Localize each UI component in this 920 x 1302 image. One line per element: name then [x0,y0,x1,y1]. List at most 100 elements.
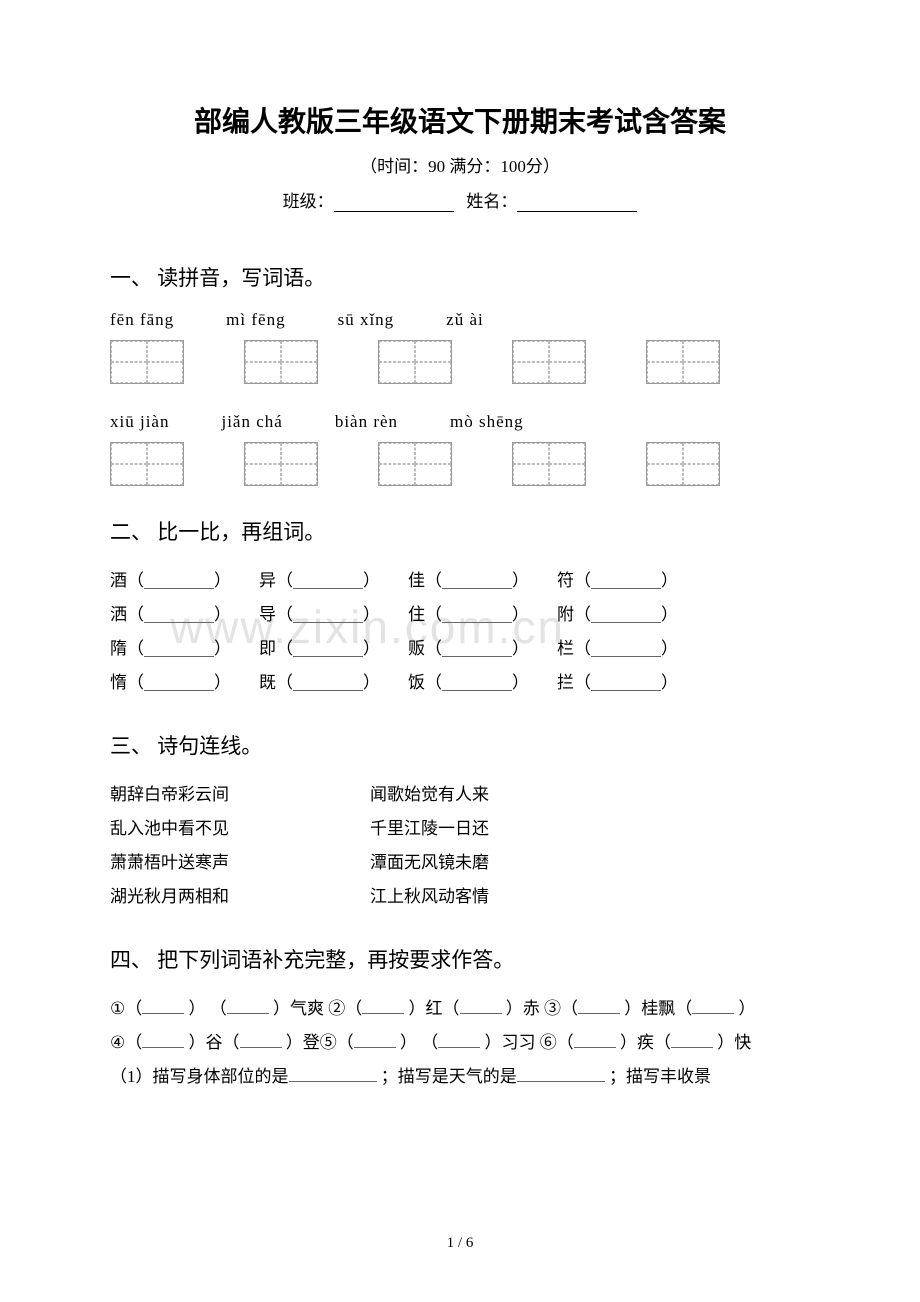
blank [142,998,184,1014]
fill-text: ）气爽 ②（ [273,999,362,1018]
fill-section: ①（ ） （ ）气爽 ②（ ）红（ ）赤 ③（ ）桂飘（ ） ④（ ）谷（ ）登… [110,992,810,1094]
blank [692,998,734,1014]
page-title: 部编人教版三年级语文下册期末考试含答案 [110,100,810,140]
compare-item: 惰（） [110,666,231,700]
compare-char: 拦 [557,666,574,700]
blank [442,675,512,691]
compare-item: 贩（） [408,632,529,666]
blank [591,607,661,623]
compare-char: 惰 [110,666,127,700]
pinyin-cell: mò shēng [450,412,524,432]
blank [354,1032,396,1048]
blank [460,998,502,1014]
blank [293,641,363,657]
char-grid [378,340,452,384]
poem-right: 潭面无风镜未磨 [370,846,489,880]
pinyin-cell: sū xǐng [338,310,395,330]
blank [144,573,214,589]
compare-item: 酒（） [110,564,231,598]
blank [144,641,214,657]
fill-text: ）疾（ [620,1033,671,1052]
blank [144,675,214,691]
class-label: 班级： [283,192,334,211]
fill-text: ①（ [110,999,142,1018]
compare-char: 住 [408,598,425,632]
compare-char: 栏 [557,632,574,666]
fill-text: ）快 [717,1033,751,1052]
poem-match: 朝辞白帝彩云间 闻歌始觉有人来 乱入池中看不见 千里江陵一日还 萧萧梧叶送寒声 … [110,778,810,914]
section-3-heading: 三、 诗句连线。 [110,730,810,760]
fill-text: ；描写丰收景 [609,1067,711,1086]
fill-text: ） （ [189,999,227,1018]
char-boxes-row-2 [110,442,810,486]
compare-char: 既 [259,666,276,700]
name-label: 姓名： [466,192,517,211]
class-blank [334,194,454,212]
fill-text: ④（ [110,1033,142,1052]
compare-char: 即 [259,632,276,666]
fill-line-3: （1）描写身体部位的是 ；描写是天气的是 ；描写丰收景 [110,1060,810,1094]
poem-row: 萧萧梧叶送寒声 潭面无风镜未磨 [110,846,810,880]
fill-line-2: ④（ ）谷（ ）登⑤（ ） （ ）习习 ⑥（ ）疾（ ）快 [110,1026,810,1060]
pinyin-row-1: fēn fāng mì fēng sū xǐng zǔ ài [110,310,810,330]
poem-left: 朝辞白帝彩云间 [110,778,370,812]
compare-item: 符（） [557,564,678,598]
fill-text: ；描写是天气的是 [381,1067,517,1086]
blank [578,998,620,1014]
poem-left: 乱入池中看不见 [110,812,370,846]
blank [442,573,512,589]
compare-item: 导（） [259,598,380,632]
pinyin-cell: mì fēng [226,310,285,330]
compare-char: 饭 [408,666,425,700]
fill-text: ） （ [400,1033,438,1052]
fill-text: ）红（ [409,999,460,1018]
section-2-heading: 二、 比一比，再组词。 [110,516,810,546]
compare-row: 洒（） 导（） 住（） 附（） [110,598,810,632]
char-grid [244,442,318,486]
poem-right: 江上秋风动客情 [370,880,489,914]
compare-item: 饭（） [408,666,529,700]
compare-row: 惰（） 既（） 饭（） 拦（） [110,666,810,700]
compare-row: 隋（） 即（） 贩（） 栏（） [110,632,810,666]
compare-item: 即（） [259,632,380,666]
poem-row: 乱入池中看不见 千里江陵一日还 [110,812,810,846]
compare-char: 佳 [408,564,425,598]
char-grid [646,340,720,384]
compare-item: 异（） [259,564,380,598]
page-footer: 1 / 6 [0,1235,920,1252]
compare-char: 异 [259,564,276,598]
char-boxes-row-1 [110,340,810,384]
char-grid [378,442,452,486]
compare-row: 酒（） 异（） 佳（） 符（） [110,564,810,598]
char-grid [110,340,184,384]
poem-right: 千里江陵一日还 [370,812,489,846]
fill-text: （1）描写身体部位的是 [110,1067,289,1086]
char-grid [244,340,318,384]
poem-row: 朝辞白帝彩云间 闻歌始觉有人来 [110,778,810,812]
fill-text: ）桂飘（ [624,999,692,1018]
compare-item: 洒（） [110,598,231,632]
pinyin-cell: xiū jiàn [110,412,169,432]
blank [671,1032,713,1048]
char-grid [646,442,720,486]
pinyin-cell: fēn fāng [110,310,174,330]
blank [591,641,661,657]
section-1-heading: 一、 读拼音，写词语。 [110,262,810,292]
compare-item: 栏（） [557,632,678,666]
char-grid [512,340,586,384]
blank [142,1032,184,1048]
pinyin-cell: biàn rèn [335,412,398,432]
blank [591,573,661,589]
fill-text: ） [739,999,756,1018]
compare-char: 隋 [110,632,127,666]
pinyin-cell: jiǎn chá [221,412,282,432]
blank [240,1032,282,1048]
compare-item: 隋（） [110,632,231,666]
poem-left: 湖光秋月两相和 [110,880,370,914]
compare-item: 住（） [408,598,529,632]
poem-row: 湖光秋月两相和 江上秋风动客情 [110,880,810,914]
blank [362,998,404,1014]
compare-char: 附 [557,598,574,632]
blank [293,675,363,691]
blank [442,641,512,657]
